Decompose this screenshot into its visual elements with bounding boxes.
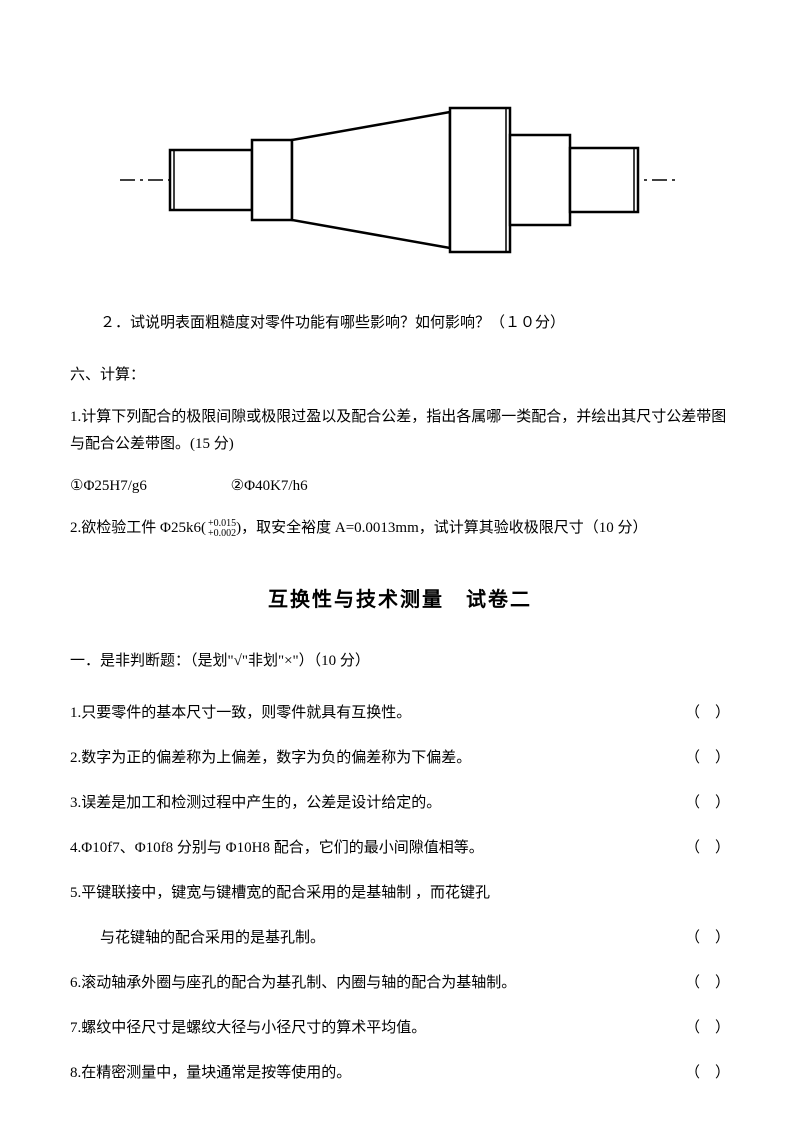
tf-bracket: （ ） — [685, 700, 730, 727]
shaft-diagram — [70, 90, 730, 270]
tf-num: 6. — [70, 975, 81, 991]
tf-item: 1.只要零件的基本尺寸一致，则零件就具有互换性。 （ ） — [70, 700, 730, 727]
tf-bracket: （ ） — [685, 1060, 730, 1087]
tf-num: 2. — [70, 750, 81, 766]
tf-num: 1. — [70, 705, 81, 721]
tf-item: 3.误差是加工和检测过程中产生的，公差是设计给定的。 （ ） — [70, 790, 730, 817]
tolerance-group: +0.015+0.002 — [208, 519, 236, 539]
tf-text: 数字为正的偏差称为上偏差，数字为负的偏差称为下偏差。 — [81, 750, 471, 766]
tf-bracket: （ ） — [685, 970, 730, 997]
tf-text: 螺纹中径尺寸是螺纹大径与小径尺寸的算术平均值。 — [81, 1020, 426, 1036]
tf-instruction: 一．是非判断题：（是划"√"非划"×"）（10 分） — [70, 648, 730, 675]
fit-option-2: ②Φ40K7/h6 — [231, 473, 308, 500]
tf-num: 3. — [70, 795, 81, 811]
tf-sub-text: 与花键轴的配合采用的是基孔制。 — [100, 930, 325, 946]
tf-text: 滚动轴承外圈与座孔的配合为基孔制、内圈与轴的配合为基轴制。 — [81, 975, 516, 991]
calc-2-text: 2.欲检验工件 Φ25k6(+0.015+0.002)，取安全裕度 A=0.00… — [70, 515, 730, 542]
tf-bracket: （ ） — [655, 925, 730, 952]
question-2: ２．试说明表面粗糙度对零件功能有哪些影响？如何影响？（１０分） — [70, 310, 730, 337]
exam-2-title: 互换性与技术测量 试卷二 — [70, 582, 730, 618]
tf-item: 6.滚动轴承外圈与座孔的配合为基孔制、内圈与轴的配合为基轴制。 （ ） — [70, 970, 730, 997]
tf-list: 1.只要零件的基本尺寸一致，则零件就具有互换性。 （ ） 2.数字为正的偏差称为上… — [70, 700, 730, 1087]
tf-item: 4.Φ10f7、Φ10f8 分别与 Φ10H8 配合，它们的最小间隙值相等。 （ … — [70, 835, 730, 862]
tf-num: 7. — [70, 1020, 81, 1036]
calc-2-prefix: 2.欲检验工件 Φ25k6( — [70, 520, 206, 536]
tf-num: 5. — [70, 885, 81, 901]
section-6-header: 六、计算： — [70, 362, 730, 389]
tf-text: 误差是加工和检测过程中产生的，公差是设计给定的。 — [81, 795, 441, 811]
tf-item: 7.螺纹中径尺寸是螺纹大径与小径尺寸的算术平均值。 （ ） — [70, 1015, 730, 1042]
tf-num: 4. — [70, 840, 81, 856]
tf-text: Φ10f7、Φ10f8 分别与 Φ10H8 配合，它们的最小间隙值相等。 — [81, 840, 483, 856]
tf-bracket: （ ） — [685, 790, 730, 817]
tf-bracket: （ ） — [685, 745, 730, 772]
tf-item: 2.数字为正的偏差称为上偏差，数字为负的偏差称为下偏差。 （ ） — [70, 745, 730, 772]
tf-text: 平键联接中，键宽与键槽宽的配合采用的是基轴制 ，而花键孔 — [81, 885, 490, 901]
shaft-svg — [120, 90, 680, 270]
tf-text: 只要零件的基本尺寸一致，则零件就具有互换性。 — [81, 705, 411, 721]
tf-text: 在精密测量中，量块通常是按等使用的。 — [81, 1065, 351, 1081]
tf-item-sub: 与花键轴的配合采用的是基孔制。 （ ） — [70, 925, 730, 952]
calc-2-suffix: )，取安全裕度 A=0.0013mm，试计算其验收极限尺寸（10 分） — [236, 520, 647, 536]
tf-bracket: （ ） — [685, 835, 730, 862]
tf-item: 5.平键联接中，键宽与键槽宽的配合采用的是基轴制 ，而花键孔 — [70, 880, 730, 907]
tolerance-lower: +0.002 — [208, 529, 236, 539]
tf-num: 8. — [70, 1065, 81, 1081]
tf-bracket: （ ） — [685, 1015, 730, 1042]
calc-1-text: 1.计算下列配合的极限间隙或极限过盈以及配合公差，指出各属哪一类配合，并绘出其尺… — [70, 404, 730, 458]
fit-option-1: ①Φ25H7/g6 — [70, 473, 147, 500]
tf-item: 8.在精密测量中，量块通常是按等使用的。 （ ） — [70, 1060, 730, 1087]
fit-options: ①Φ25H7/g6 ②Φ40K7/h6 — [70, 473, 730, 500]
